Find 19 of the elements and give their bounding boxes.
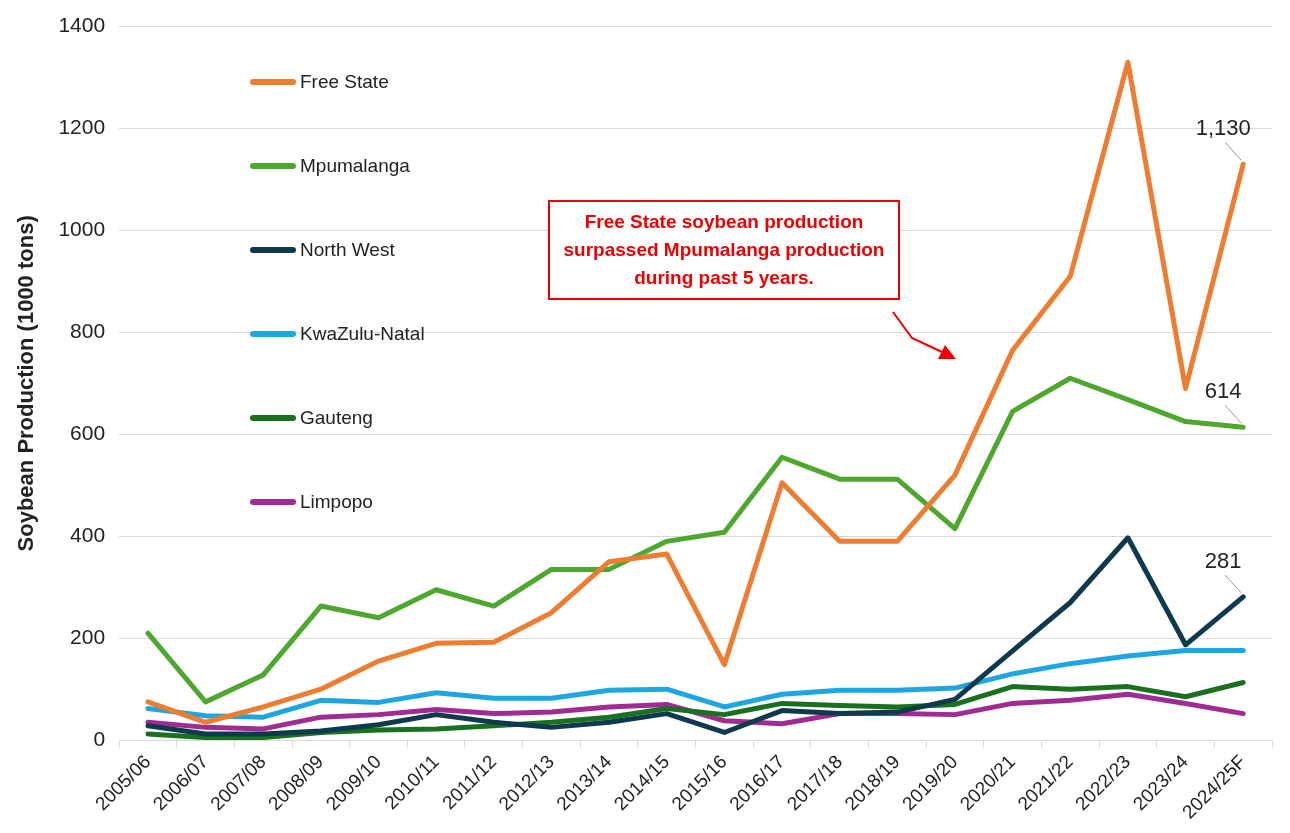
legend-label: Limpopo <box>300 491 373 513</box>
y-axis-title: Soybean Production (1000 tons) <box>13 215 39 552</box>
data-label: 1,130 <box>1195 115 1251 141</box>
data-label: 281 <box>1204 547 1242 573</box>
y-tick-label: 1000 <box>58 217 106 241</box>
y-tick-label: 400 <box>70 523 106 547</box>
annotation: Free State soybean production surpassed Mpumalanga production during past 5 years. <box>548 200 900 300</box>
data-label: 614 <box>1204 378 1242 404</box>
y-tick-label: 0 <box>93 726 106 750</box>
legend-label: KwaZulu-Natal <box>300 323 425 345</box>
y-tick-label: 1400 <box>58 13 106 37</box>
legend-label: North West <box>300 239 395 261</box>
y-tick-label: 600 <box>70 421 106 445</box>
legend-label: Mpumalanga <box>300 155 410 177</box>
legend-label: Gauteng <box>300 407 373 429</box>
legend-label: Free State <box>300 71 389 93</box>
y-tick-label: 800 <box>70 319 106 343</box>
y-tick-label: 1200 <box>58 115 106 139</box>
y-tick-label: 200 <box>70 624 106 648</box>
